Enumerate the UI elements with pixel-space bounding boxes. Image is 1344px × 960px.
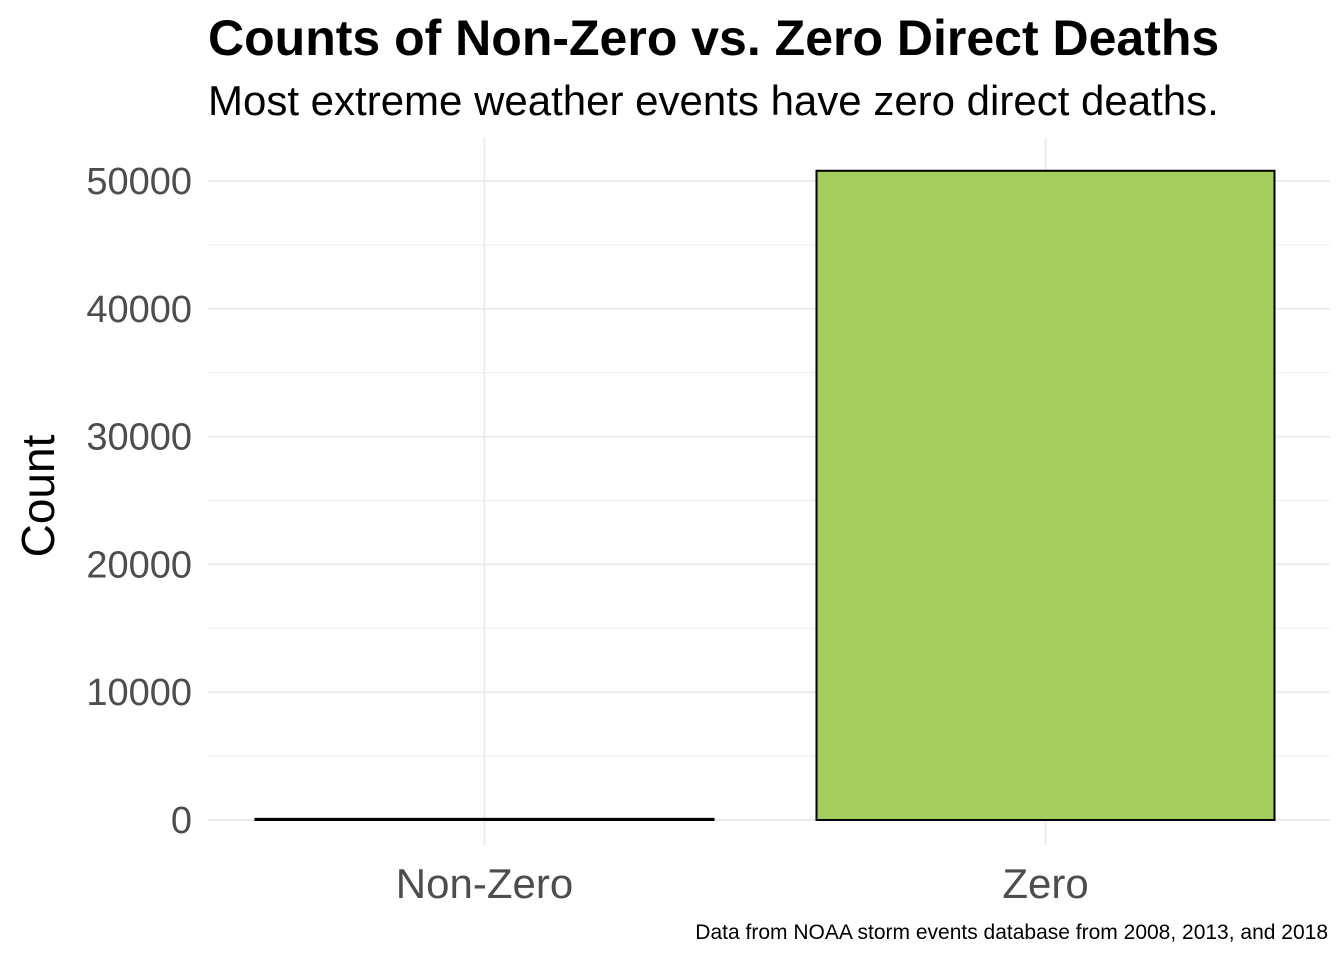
x-axis-ticks: Non-Zero Zero [396,860,1089,907]
y-tick-label: 0 [171,800,192,842]
y-axis-ticks: 0 10000 20000 30000 40000 50000 [86,161,192,842]
y-tick-label: 50000 [86,161,192,203]
y-tick-label: 10000 [86,672,192,714]
chart-caption: Data from NOAA storm events database fro… [695,921,1328,944]
y-tick-label: 30000 [86,417,192,459]
x-tick-label: Non-Zero [396,860,573,907]
y-axis-label: Count [12,434,64,557]
bar-zero [815,169,1276,821]
y-tick-label: 40000 [86,289,192,331]
x-tick-label: Zero [1002,860,1088,907]
bar-non-zero [254,817,715,821]
chart-subtitle: Most extreme weather events have zero di… [208,77,1219,124]
chart-title: Counts of Non-Zero vs. Zero Direct Death… [208,10,1220,66]
bars [254,169,1276,821]
y-tick-label: 20000 [86,544,192,586]
